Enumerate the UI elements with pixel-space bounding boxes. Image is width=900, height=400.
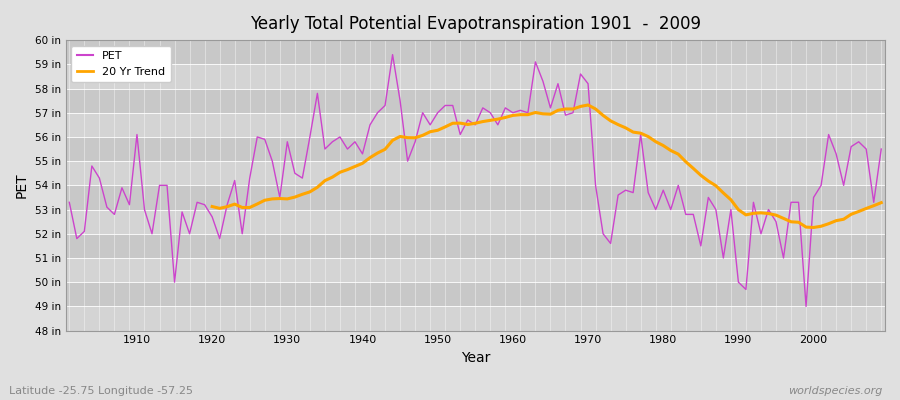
Bar: [66, 306, 885, 330]
20 Yr Trend: [808, 225, 819, 230]
20 Yr Trend: [876, 200, 886, 205]
20 Yr Trend: [207, 204, 218, 209]
Bar: [66, 40, 885, 64]
Line: PET: PET: [69, 55, 881, 306]
Text: Latitude -25.75 Longitude -57.25: Latitude -25.75 Longitude -57.25: [9, 386, 193, 396]
PET: [387, 52, 398, 57]
Bar: [66, 64, 885, 88]
PET: [515, 108, 526, 113]
Bar: [66, 137, 885, 161]
Bar: [66, 282, 885, 306]
20 Yr Trend: [860, 206, 871, 211]
PET: [508, 110, 518, 115]
Line: 20 Yr Trend: 20 Yr Trend: [212, 105, 881, 228]
Bar: [66, 258, 885, 282]
Text: worldspecies.org: worldspecies.org: [788, 386, 882, 396]
Bar: [66, 161, 885, 185]
PET: [335, 134, 346, 139]
Bar: [66, 234, 885, 258]
PET: [801, 304, 812, 309]
Bar: [66, 113, 885, 137]
Title: Yearly Total Potential Evapotranspiration 1901  -  2009: Yearly Total Potential Evapotranspiratio…: [250, 15, 701, 33]
Y-axis label: PET: PET: [15, 172, 29, 198]
PET: [64, 200, 75, 205]
20 Yr Trend: [770, 213, 781, 218]
Bar: [66, 88, 885, 113]
20 Yr Trend: [410, 135, 420, 140]
Legend: PET, 20 Yr Trend: PET, 20 Yr Trend: [71, 46, 171, 82]
PET: [876, 147, 886, 152]
20 Yr Trend: [680, 159, 691, 164]
PET: [605, 241, 616, 246]
Bar: [66, 210, 885, 234]
20 Yr Trend: [297, 192, 308, 197]
PET: [124, 202, 135, 207]
X-axis label: Year: Year: [461, 351, 490, 365]
Bar: [66, 185, 885, 210]
20 Yr Trend: [582, 102, 593, 107]
20 Yr Trend: [786, 219, 796, 224]
PET: [290, 171, 301, 176]
